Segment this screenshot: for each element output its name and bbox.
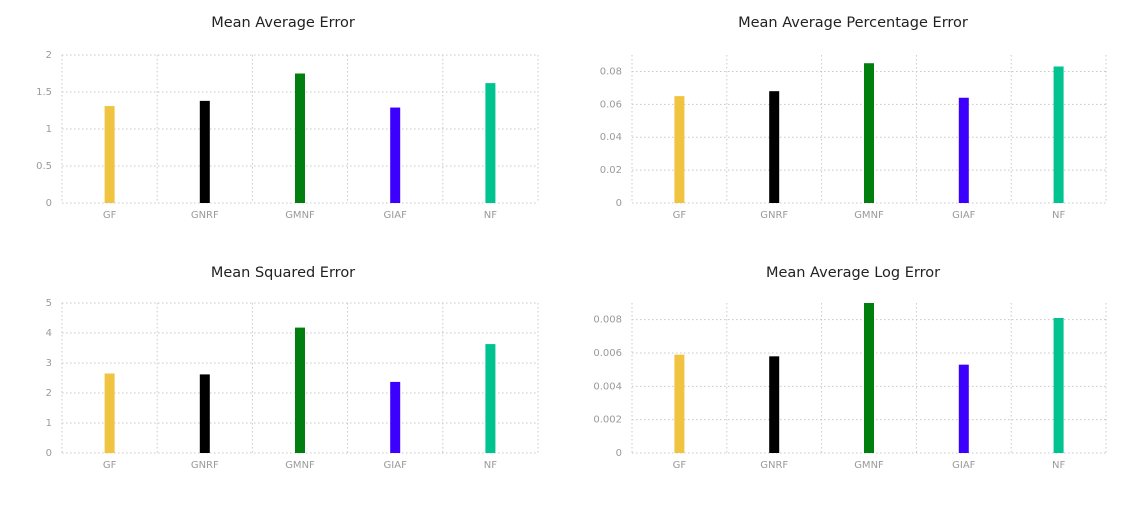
x-tick-label: GF (673, 210, 687, 221)
bar-gf (674, 96, 685, 203)
x-tick-label: GF (103, 460, 117, 471)
chart-mean-average-log-error: Mean Average Log Error 0 0.002 0.004 0.006 0.… (593, 265, 1107, 471)
chart-panel-mse: Mean Squared Error 0 1 2 3 4 5 GF GNRF GMNF GIAF NF (0, 258, 572, 517)
bar-gmnf (295, 73, 305, 203)
bar-giaf (390, 107, 401, 203)
bar-gnrf (769, 356, 780, 453)
x-tick-label: NF (1052, 210, 1065, 221)
y-tick-label: 5 (46, 298, 52, 309)
bar-gnrf (769, 91, 780, 203)
x-tick-label: GMNF (285, 460, 315, 471)
y-tick-label: 4 (46, 328, 52, 339)
x-tick-label: GMNF (285, 210, 315, 221)
bar-gmnf (864, 63, 874, 203)
y-tick-label: 0.008 (593, 315, 622, 326)
y-tick-label: 0 (616, 198, 622, 209)
y-tick-label: 2 (46, 388, 52, 399)
y-tick-label: 0 (616, 448, 622, 459)
y-tick-label: 0.5 (36, 161, 52, 172)
y-tick-label: 1 (46, 124, 52, 135)
x-tick-label: NF (484, 460, 497, 471)
x-tick-label: GIAF (952, 210, 976, 221)
bar-nf (1053, 318, 1064, 453)
bar-gf (104, 373, 115, 453)
y-tick-label: 0.004 (593, 381, 622, 392)
y-tick-label: 0 (46, 448, 52, 459)
bar-gf (104, 106, 115, 203)
bar-gf (674, 354, 685, 453)
y-tick-label: 3 (46, 358, 52, 369)
y-tick-label: 0.002 (593, 415, 622, 426)
x-tick-label: GNRF (191, 460, 219, 471)
y-tick-label: 1.5 (36, 87, 52, 98)
x-tick-label: GNRF (760, 210, 788, 221)
y-tick-label: 0.08 (600, 66, 622, 77)
x-tick-label: GIAF (384, 460, 408, 471)
chart-panel-mae: Mean Average Error 0 0.5 1 1.5 2 GF GNRF GMNF GIA… (0, 0, 572, 258)
x-tick-label: NF (484, 210, 497, 221)
x-tick-label: GF (103, 210, 117, 221)
bar-nf (1053, 66, 1064, 203)
y-tick-label: 0 (46, 198, 52, 209)
bar-giaf (390, 381, 401, 453)
bar-gmnf (295, 327, 305, 453)
chart-mean-average-percentage-error: Mean Average Percentage Error 0 0.02 0.04 0.… (600, 15, 1107, 221)
chart-title: Mean Average Error (211, 15, 355, 31)
bar-gmnf (864, 303, 874, 453)
chart-mean-squared-error: Mean Squared Error 0 1 2 3 4 5 GF GNRF GMNF GIAF NF (46, 265, 539, 471)
chart-mean-average-error: Mean Average Error 0 0.5 1 1.5 2 GF GNRF GMNF GIA… (36, 15, 539, 221)
x-tick-label: GMNF (854, 460, 884, 471)
bar-nf (485, 344, 496, 453)
x-tick-label: GF (673, 460, 687, 471)
x-tick-label: GIAF (952, 460, 976, 471)
y-tick-label: 1 (46, 418, 52, 429)
bar-gnrf (199, 374, 210, 453)
y-tick-label: 0.006 (593, 348, 622, 359)
bar-giaf (958, 364, 969, 453)
chart-title: Mean Average Percentage Error (738, 15, 968, 31)
chart-title: Mean Average Log Error (766, 265, 940, 281)
y-tick-label: 2 (46, 50, 52, 61)
bar-nf (485, 83, 496, 203)
chart-panel-mape: Mean Average Percentage Error 0 0.02 0.04 0.… (572, 0, 1144, 258)
bar-giaf (958, 97, 969, 203)
x-tick-label: NF (1052, 460, 1065, 471)
x-tick-label: GIAF (384, 210, 408, 221)
x-tick-label: GNRF (760, 460, 788, 471)
chart-panel-male: Mean Average Log Error 0 0.002 0.004 0.006 0.… (572, 258, 1144, 517)
y-tick-label: 0.04 (600, 132, 622, 143)
x-tick-label: GNRF (191, 210, 219, 221)
x-tick-label: GMNF (854, 210, 884, 221)
y-tick-label: 0.06 (600, 99, 622, 110)
y-tick-label: 0.02 (600, 165, 622, 176)
chart-title: Mean Squared Error (211, 265, 355, 281)
bar-gnrf (199, 100, 210, 203)
